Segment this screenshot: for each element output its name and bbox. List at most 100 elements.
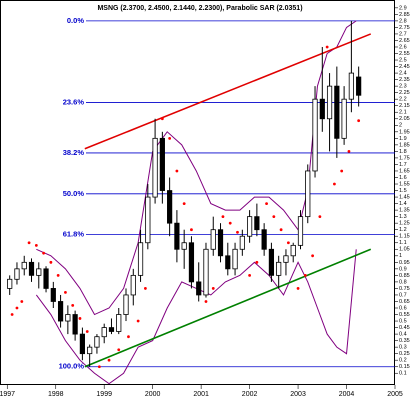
y-tick-label: 0.4	[399, 332, 407, 338]
candle-body	[348, 72, 354, 100]
y-tick-label: 1.85	[399, 142, 410, 148]
candle-body	[94, 336, 100, 348]
sar-dot	[296, 287, 300, 290]
sar-dot	[64, 290, 67, 294]
y-tick-label: 0.95	[399, 260, 410, 266]
candle-body	[268, 248, 275, 276]
candle-body	[225, 255, 231, 270]
y-tick-label: 0.25	[399, 351, 410, 357]
y-tick-label: 0.7	[399, 292, 407, 298]
sar-dot	[34, 243, 38, 247]
sar-dot	[168, 136, 172, 140]
sar-dot	[78, 317, 82, 320]
x-tick-label: 2005	[387, 391, 403, 398]
sar-dot	[236, 230, 239, 234]
sar-dot	[127, 335, 130, 339]
y-tick-label: 2.45	[399, 64, 410, 70]
sar-dot	[204, 300, 208, 303]
sar-dot	[160, 117, 164, 121]
y-tick-label: 1.5	[399, 188, 407, 194]
plot-area	[7, 20, 395, 385]
y-tick-label: 1	[399, 253, 402, 259]
candle-body	[217, 229, 224, 257]
y-tick-label: 2.65	[399, 38, 410, 44]
candle-body	[203, 248, 209, 296]
sar-dot	[143, 287, 147, 290]
y-tick-label: 1.95	[399, 129, 410, 135]
candle-body	[334, 85, 340, 139]
sar-dot	[56, 273, 60, 277]
candle-body	[188, 242, 195, 283]
candle-body	[123, 294, 129, 315]
candle-body	[356, 76, 362, 96]
candle-body	[297, 216, 304, 246]
sar-dot	[333, 182, 336, 186]
candle-body	[247, 216, 253, 237]
candle-body	[167, 190, 173, 224]
y-tick-label: 2.7	[399, 31, 407, 37]
y-tick-label: 1.35	[399, 208, 410, 214]
sar-dot	[318, 215, 322, 219]
sar-dot	[311, 254, 315, 258]
sar-dot	[136, 319, 140, 323]
y-tick-label: 1.1	[399, 240, 407, 246]
x-tick-label: 1998	[48, 391, 64, 398]
y-tick-label: 2.35	[399, 77, 410, 83]
fib-label: 38.2%	[63, 148, 85, 157]
y-tick-label: 0.35	[399, 338, 410, 344]
candle-body	[326, 85, 333, 120]
sar-dot	[303, 273, 307, 277]
lower-band	[35, 249, 357, 385]
sar-dot	[71, 303, 75, 307]
trendline	[84, 248, 372, 368]
y-tick-label: 2.1	[399, 110, 407, 116]
chart-title: MSNG (2.3700, 2.4500, 2.1440, 2.2300), P…	[97, 5, 302, 12]
y-tick-label: 2.55	[399, 51, 410, 57]
sar-dot	[211, 287, 215, 290]
candle-body	[65, 314, 71, 322]
candle-body	[290, 244, 296, 257]
candle-body	[283, 255, 289, 263]
y-tick-label: 0.5	[399, 319, 407, 325]
y-tick-label: 2.75	[399, 25, 410, 31]
candle-body	[21, 261, 27, 270]
sar-dot	[117, 348, 121, 352]
y-tick-label: 2.25	[399, 90, 410, 96]
y-tick-label: 0.75	[399, 286, 410, 292]
y-tick-label: 0.15	[399, 364, 410, 370]
sar-dot	[228, 221, 232, 225]
y-tick-label: 0.6	[399, 305, 407, 311]
x-tick-label: 2004	[339, 391, 355, 398]
y-tick-label: 2.6	[399, 44, 407, 50]
candle-body	[152, 137, 158, 198]
y-tick-label: 1.45	[399, 195, 410, 201]
fib-label: 100.0%	[59, 362, 85, 371]
y-tick-label: 0.65	[399, 299, 410, 305]
sar-dot	[221, 215, 225, 219]
y-tick-label: 2.9	[399, 5, 407, 11]
sar-dot	[20, 300, 24, 303]
y-tick-label: 1.9	[399, 136, 407, 142]
y-tick-label: 1.65	[399, 168, 410, 174]
y-tick-label: 1.8	[399, 149, 407, 155]
sar-dot	[272, 215, 276, 219]
x-tick-label: 1997	[0, 391, 15, 398]
candle-body	[174, 222, 180, 250]
sar-dot	[97, 365, 101, 369]
fib-label: 0.0%	[67, 16, 84, 25]
y-tick-label: 1.6	[399, 175, 407, 181]
x-tick-label: 2003	[290, 391, 306, 398]
candle-body	[108, 327, 115, 332]
y-tick-label: 0.85	[399, 273, 410, 279]
y-tick-label: 2.2	[399, 97, 407, 103]
sar-dot	[265, 202, 268, 205]
candle-body	[14, 268, 20, 280]
candle-body	[210, 229, 216, 250]
candle-body	[181, 242, 187, 250]
y-tick-label: 0.3	[399, 345, 407, 351]
candle-body	[145, 196, 151, 244]
plot-frame	[0, 0, 395, 385]
sar-dot	[85, 330, 89, 333]
x-tick-label: 2002	[242, 391, 258, 398]
candle-body	[254, 216, 260, 231]
